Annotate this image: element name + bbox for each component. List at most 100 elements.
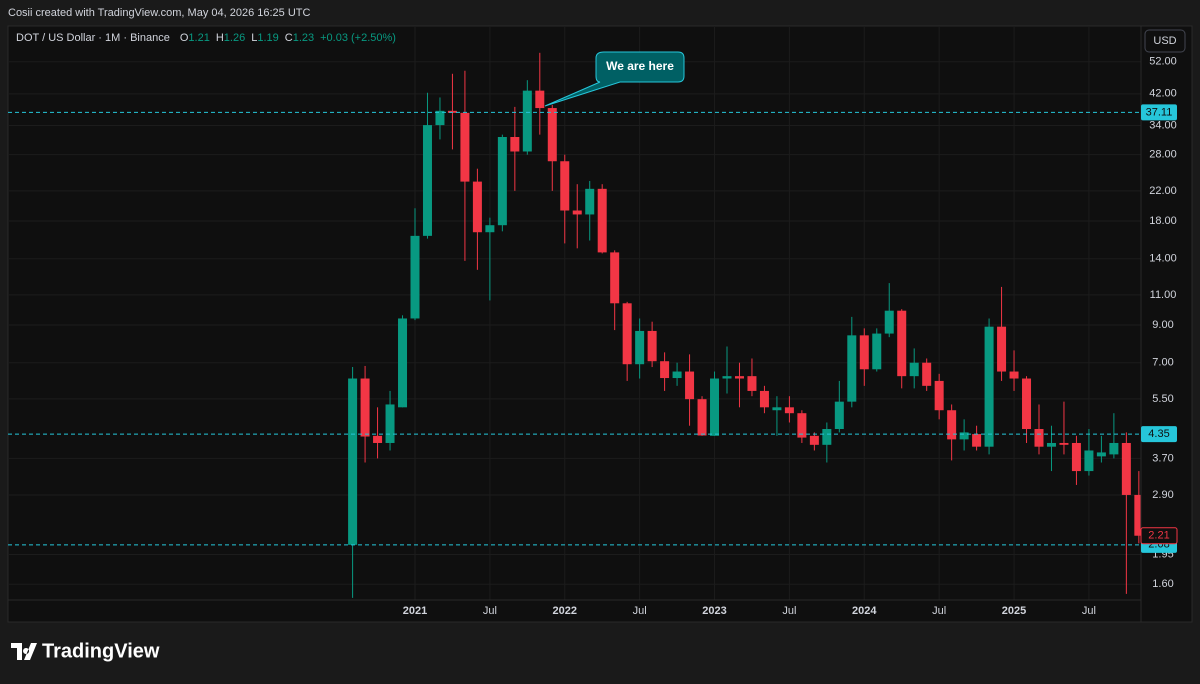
candle-body [922, 362, 932, 386]
price-label-bg [1141, 426, 1177, 443]
candle-body [547, 108, 557, 162]
candle-body [859, 335, 869, 370]
callout-bubble [544, 51, 685, 107]
candle-body [622, 303, 632, 365]
candle-body [1046, 442, 1056, 447]
x-tick-label: 2021 [403, 605, 427, 617]
footer: TradingView [42, 640, 160, 662]
candle-body [697, 399, 707, 436]
legend-key: H [216, 32, 224, 44]
y-tick-label: 2.90 [1152, 489, 1173, 501]
candle-body [610, 252, 620, 304]
candle-body [809, 435, 819, 445]
candle-body [909, 362, 919, 377]
currency-button[interactable] [1144, 29, 1186, 53]
candle-body [497, 136, 507, 226]
legend-key: C [285, 32, 293, 44]
candle-body [734, 376, 744, 379]
candle-body [435, 110, 445, 126]
y-tick-label: 3.70 [1152, 452, 1173, 464]
candle-body [747, 376, 757, 391]
logo-icon [11, 643, 37, 660]
y-tick-label: 22.00 [1149, 185, 1177, 197]
x-tick-label: 2025 [1002, 605, 1026, 617]
legend-key: O [180, 32, 189, 44]
candle-body [1034, 429, 1044, 447]
candle-body [872, 333, 882, 370]
last-price: 2.21 [1148, 530, 1169, 542]
logo: TradingView [11, 640, 160, 662]
candle-body [422, 125, 432, 236]
last-price-bg [1140, 527, 1178, 545]
candle-body [784, 407, 794, 414]
candle-body [585, 188, 595, 215]
x-tick-label: Jul [782, 605, 796, 617]
candle-body [535, 90, 545, 109]
candle-body [385, 404, 395, 443]
candle-body [984, 326, 994, 447]
candle-body [510, 136, 520, 152]
candle-body [847, 335, 857, 402]
price-label: 37.11 [1146, 106, 1173, 118]
candle-body [398, 318, 408, 408]
x-tick-label: Jul [1082, 605, 1096, 617]
currency[interactable]: USD [1153, 35, 1176, 47]
y-tick-label: 52.00 [1149, 56, 1177, 68]
y-tick-label: 34.00 [1149, 119, 1177, 131]
candles [8, 52, 1141, 598]
y-tick-label: 28.00 [1149, 149, 1177, 161]
y-tick-label: 9.00 [1152, 319, 1173, 331]
candle-body [560, 161, 570, 211]
candle-body [997, 326, 1007, 372]
y-tick-label: 11.00 [1150, 289, 1177, 301]
x-tick-label: Jul [932, 605, 946, 617]
y-tick-label: 42.00 [1149, 88, 1177, 100]
x-tick-label: Jul [483, 605, 497, 617]
candle-body [572, 210, 582, 215]
legend-value: 1.19 [257, 32, 278, 44]
candle-body [373, 435, 383, 443]
legend-change: +0.03 (+2.50%) [320, 32, 396, 44]
candle-body [1134, 494, 1141, 536]
legend: DOT / US Dollar · 1M · Binance O1.21 H1.26… [16, 32, 396, 44]
y-tick-label: 7.00 [1152, 357, 1173, 369]
callout: We are here [544, 51, 685, 107]
candle-body [485, 225, 495, 233]
candle-body [710, 378, 720, 436]
candle-body [672, 371, 682, 379]
candle-body [597, 188, 607, 253]
x-tick-label: 2022 [553, 605, 577, 617]
x-tick-label: Jul [633, 605, 647, 617]
candle-body [972, 434, 982, 447]
y-tick-label: 1.60 [1152, 578, 1173, 590]
candle-body [348, 378, 358, 545]
candle-body [685, 371, 695, 400]
candle-body [834, 401, 844, 430]
candle-body [1109, 442, 1119, 455]
candle-body [959, 432, 969, 440]
legend-value: 1.26 [224, 32, 245, 44]
candle-body [1022, 378, 1032, 430]
header: Cosii created with TradingView.com, May … [8, 7, 311, 19]
candle-body [1121, 442, 1131, 495]
candle-body [472, 181, 482, 233]
candle-body [410, 235, 420, 319]
candle-body [1071, 442, 1081, 472]
y-tick-label: 18.00 [1149, 215, 1177, 227]
symbol: DOT / US Dollar · 1M · Binance [16, 32, 170, 44]
y-tick-label: 14.00 [1149, 253, 1177, 265]
legend-value: 1.21 [188, 32, 209, 44]
candle-body [947, 410, 957, 440]
price-label-bg [1141, 104, 1177, 121]
x-tick-label: 2024 [852, 605, 877, 617]
candle-body [1084, 450, 1094, 472]
price-label: 4.35 [1148, 428, 1169, 440]
candle-body [635, 330, 645, 365]
candle-body [447, 110, 457, 113]
candle-body [759, 390, 769, 408]
axes: 52.00 42.00 34.00 28.00 22.00 18.00 14.00 11.00… [8, 26, 1178, 622]
legend-value: 1.23 [293, 32, 314, 44]
candle-body [522, 90, 532, 152]
